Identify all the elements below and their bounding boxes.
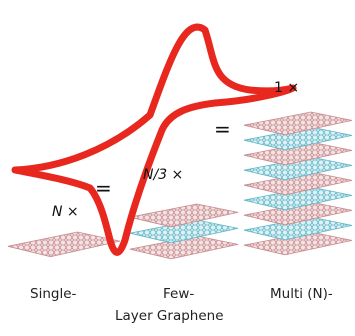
single-layer-sheet: [7, 231, 121, 258]
equals-sign-right: =: [214, 117, 231, 141]
caption-multi: Multi (N)-: [270, 286, 333, 302]
few-layer-sheet: [129, 203, 239, 228]
multi-layer-sheet: [243, 111, 353, 136]
caption-few: Few-: [163, 286, 195, 302]
few-layer-multiplier: N/3 ×: [143, 167, 184, 183]
caption-layer-graphene: Layer Graphene: [115, 308, 224, 324]
multi-layer-multiplier: 1 ×: [274, 80, 300, 96]
graphene-sheets: [7, 111, 353, 260]
equals-sign-left: =: [95, 176, 112, 200]
single-layer-multiplier: N ×: [52, 204, 79, 220]
caption-single: Single-: [30, 286, 77, 302]
cyclic-voltammogram-curve: [11, 23, 297, 256]
